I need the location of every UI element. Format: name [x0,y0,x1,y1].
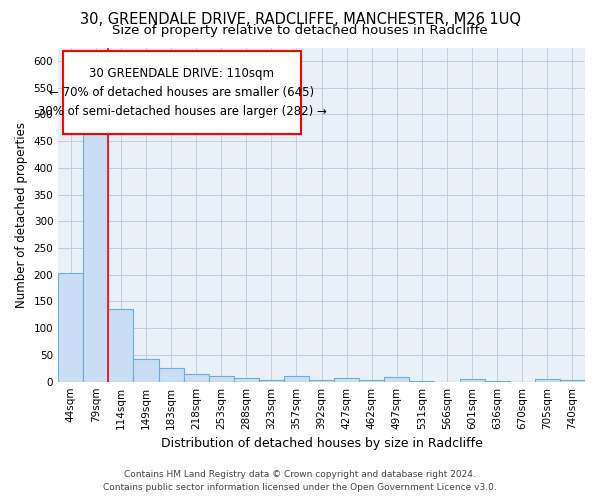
Bar [460,379,485,382]
Bar [560,380,585,382]
Bar [209,376,234,382]
Bar [234,378,259,382]
Text: 30 GREENDALE DRIVE: 110sqm
← 70% of detached houses are smaller (645)
30% of sem: 30 GREENDALE DRIVE: 110sqm ← 70% of deta… [38,67,326,118]
Bar [284,376,309,382]
Text: 30, GREENDALE DRIVE, RADCLIFFE, MANCHESTER, M26 1UQ: 30, GREENDALE DRIVE, RADCLIFFE, MANCHEST… [79,12,521,28]
Bar [334,378,359,382]
Bar [359,380,385,382]
Bar [409,380,434,382]
Bar [109,310,133,382]
Text: Size of property relative to detached houses in Radcliffe: Size of property relative to detached ho… [112,24,488,37]
Bar [385,378,409,382]
Bar [133,358,158,382]
X-axis label: Distribution of detached houses by size in Radcliffe: Distribution of detached houses by size … [161,437,482,450]
Bar [535,379,560,382]
FancyBboxPatch shape [64,51,301,134]
Bar [309,380,334,382]
Bar [83,126,109,382]
Bar [184,374,209,382]
Bar [58,273,83,382]
Y-axis label: Number of detached properties: Number of detached properties [15,122,28,308]
Text: Contains HM Land Registry data © Crown copyright and database right 2024.
Contai: Contains HM Land Registry data © Crown c… [103,470,497,492]
Bar [259,380,284,382]
Bar [158,368,184,382]
Bar [485,380,510,382]
